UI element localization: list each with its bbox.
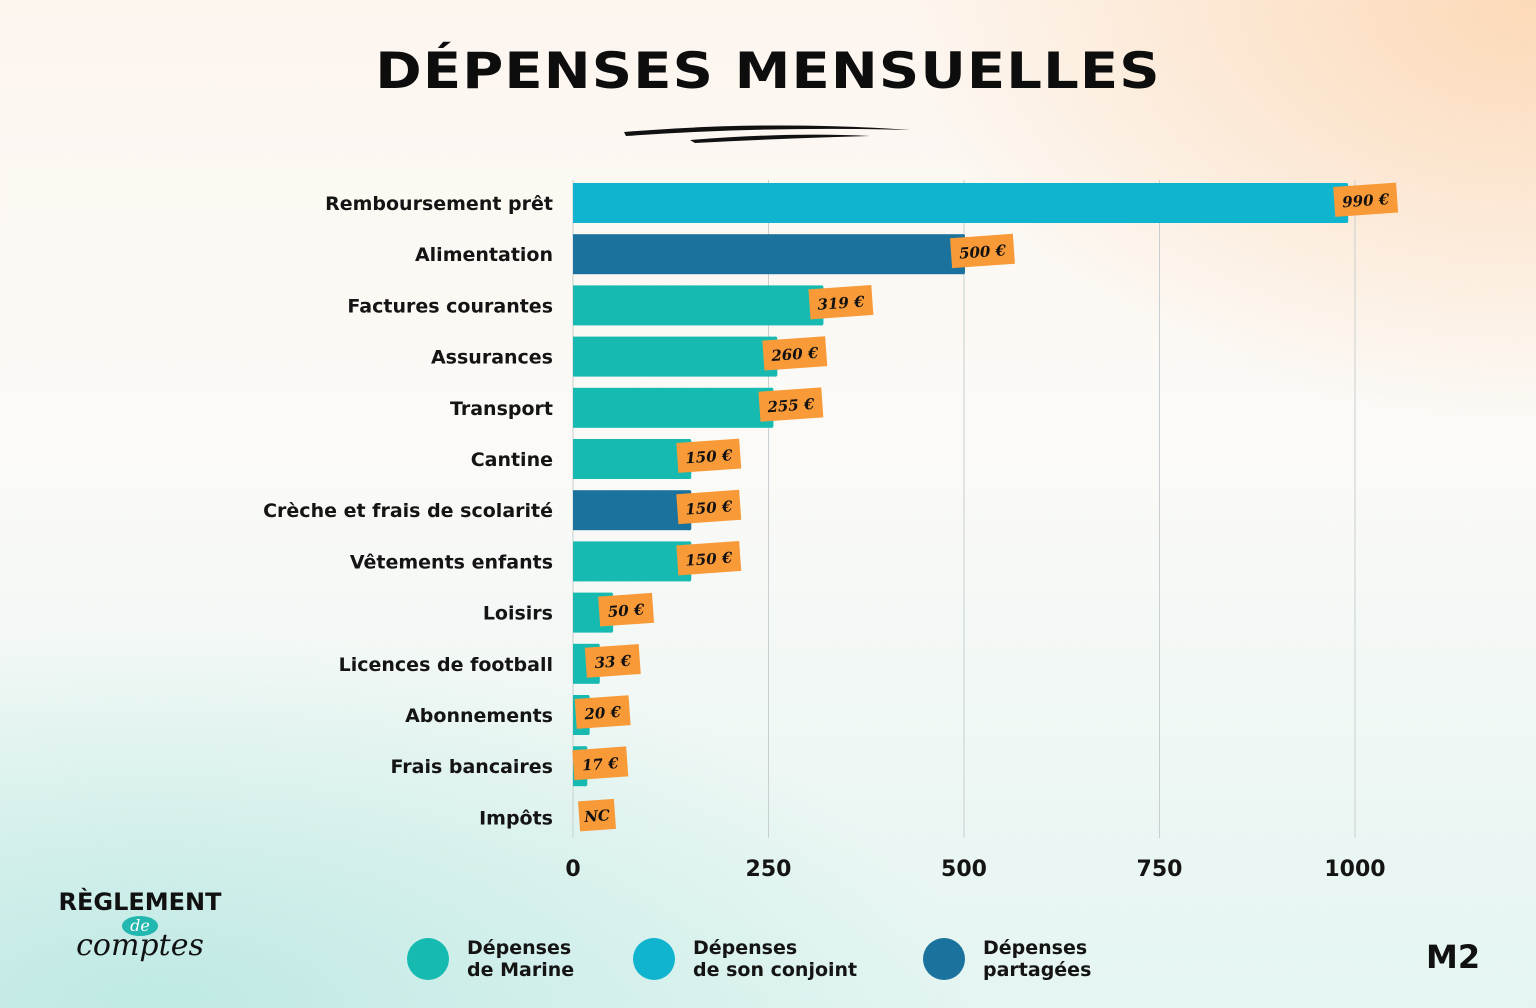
value-tag-bg — [950, 233, 1015, 269]
legend-partagees-line2: partagées — [983, 959, 1092, 981]
bar — [573, 234, 964, 275]
value-tag-bg — [598, 592, 655, 627]
m2-logo: M2 — [1426, 938, 1481, 976]
legend-item-conjoint: Dépenses de son conjoint — [633, 934, 857, 984]
category-label: Abonnements — [405, 705, 553, 727]
value-tag: 33 € — [584, 644, 641, 678]
value-tag: 50 € — [598, 592, 655, 627]
category-label: Alimentation — [415, 244, 553, 266]
reglement-de-comptes-logo: RÈGLEMENT de comptes — [40, 888, 240, 963]
value-tag-bg — [578, 798, 617, 832]
legend-conjoint-line1: Dépenses — [693, 937, 798, 959]
x-tick-label: 1000 — [1324, 857, 1385, 882]
value-label: 990 € — [1342, 190, 1391, 211]
value-tag: 260 € — [762, 336, 828, 371]
value-label: 17 € — [581, 754, 619, 775]
chart-title: DÉPENSES MENSUELLES — [375, 42, 1161, 100]
legend-conjoint-line2: de son conjoint — [693, 959, 858, 981]
brush-underline — [624, 125, 910, 143]
x-tick-label: 0 — [565, 857, 580, 882]
bar-chart: Remboursement prêt Alimentation Factures c… — [263, 180, 1399, 882]
value-tag-bg — [762, 336, 828, 371]
value-tag: 150 € — [676, 489, 742, 525]
category-label: Loisirs — [483, 603, 553, 625]
value-tag-bg — [808, 285, 874, 320]
value-label: 33 € — [594, 652, 632, 673]
x-tick-label: 750 — [1137, 857, 1183, 882]
value-tag: 150 € — [676, 438, 742, 473]
value-tag-bg — [584, 644, 641, 678]
legend-marine-line1: Dépenses — [467, 937, 572, 959]
value-label: 150 € — [685, 549, 734, 570]
value-tag-bg — [676, 541, 742, 576]
logo-top-text: RÈGLEMENT — [58, 888, 222, 916]
x-tick-labels: 0 250 500 750 1000 — [565, 857, 1385, 882]
bar — [573, 183, 1348, 223]
category-label: Assurances — [431, 347, 553, 369]
legend-item-marine: Dépenses de Marine — [407, 934, 574, 984]
value-tag-bg — [1333, 182, 1399, 217]
value-tag-bg — [572, 746, 629, 781]
value-tag: 150 € — [676, 541, 742, 576]
value-tag-bg — [758, 387, 824, 422]
bar — [573, 541, 691, 582]
value-tag: 319 € — [808, 285, 874, 320]
value-label: 260 € — [770, 344, 820, 365]
legend-item-partagees: Dépenses partagées — [923, 934, 1091, 984]
legend-marine-swatch — [407, 938, 449, 980]
legend-conjoint-swatch — [633, 938, 675, 980]
value-label: 500 € — [958, 241, 1007, 262]
value-tag: NC — [578, 798, 617, 832]
value-label: 150 € — [685, 446, 734, 467]
value-tag: 20 € — [574, 695, 631, 729]
value-label: 20 € — [583, 703, 622, 724]
category-label: Transport — [450, 398, 553, 420]
legend-marine-line2: de Marine — [467, 959, 575, 981]
category-labels: Remboursement prêt Alimentation Factures c… — [263, 193, 553, 829]
logo-bottom-text: comptes — [76, 928, 204, 963]
category-label: Impôts — [479, 807, 553, 829]
bar — [573, 336, 777, 377]
category-label: Cantine — [471, 449, 553, 471]
value-tag: 255 € — [758, 387, 824, 422]
bar — [573, 439, 691, 479]
value-tag-bg — [676, 438, 742, 473]
x-tick-label: 500 — [941, 857, 987, 882]
value-tag-bg — [676, 489, 742, 525]
category-label: Remboursement prêt — [325, 193, 553, 215]
legend-partagees-line1: Dépenses — [983, 937, 1088, 959]
value-labels: 990 € 500 € 319 € 260 € 255 € 150 € 150 € 150 €… — [572, 182, 1399, 832]
value-label: 255 € — [766, 395, 816, 416]
legend-partagees-swatch — [923, 938, 965, 980]
x-tick-label: 250 — [746, 857, 792, 882]
value-label: 150 € — [685, 497, 734, 518]
category-label: Frais bancaires — [390, 756, 553, 778]
logo-mid-text: de — [122, 916, 158, 936]
bars — [573, 183, 1349, 787]
category-label: Vêtements enfants — [350, 551, 553, 573]
category-label: Factures courantes — [347, 295, 553, 317]
value-tag: 990 € — [1333, 182, 1399, 217]
value-tag-bg — [574, 695, 631, 729]
category-label: Licences de football — [339, 654, 553, 676]
category-label: Crèche et frais de scolarité — [263, 500, 553, 522]
bar — [573, 285, 823, 326]
value-label: 50 € — [607, 600, 645, 621]
value-tag: 500 € — [950, 233, 1015, 269]
value-label: NC — [583, 806, 611, 826]
value-label: 319 € — [817, 293, 866, 314]
value-tag: 17 € — [572, 746, 629, 781]
bar — [573, 387, 773, 428]
bar — [573, 490, 691, 531]
